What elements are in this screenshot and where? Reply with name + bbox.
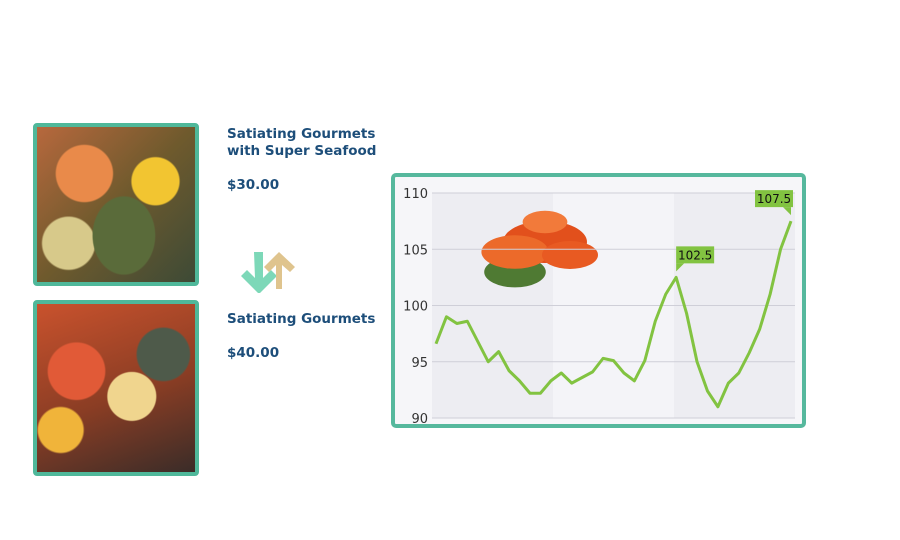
title-line: with Super Seafood [227,143,377,159]
product-price-2: $40.00 [227,345,280,361]
y-tick-label: 100 [403,300,428,315]
data-label-pointer [676,263,685,272]
data-label: 107.5 [757,192,791,206]
product-title-1: Satiating Gourmets with Super Seafood [227,126,376,160]
y-tick-label: 95 [411,356,428,371]
arrow-up-icon [264,252,295,289]
data-label: 102.5 [678,248,712,262]
data-label-bg [676,246,715,264]
swap-arrows-icon[interactable] [238,248,308,293]
title-line: Satiating Gourmets [227,126,376,142]
seafood-photo-2[interactable] [33,300,199,476]
product-price-1: $30.00 [227,177,280,193]
y-tick-label: 105 [403,243,428,258]
product-title-2: Satiating Gourmets [227,311,376,327]
y-tick-label: 90 [411,412,428,424]
arrow-down-icon [241,252,277,293]
seafood-photo-1[interactable] [33,123,199,286]
price-chart-card: 90 95 100 105 110 102.5 107.5 [391,173,806,428]
y-tick-label: 110 [403,187,428,202]
crayfish-image [481,210,598,288]
data-label-pointer [783,207,791,216]
data-label-bg [755,190,793,208]
price-line-chart: 90 95 100 105 110 102.5 107.5 [403,187,795,427]
